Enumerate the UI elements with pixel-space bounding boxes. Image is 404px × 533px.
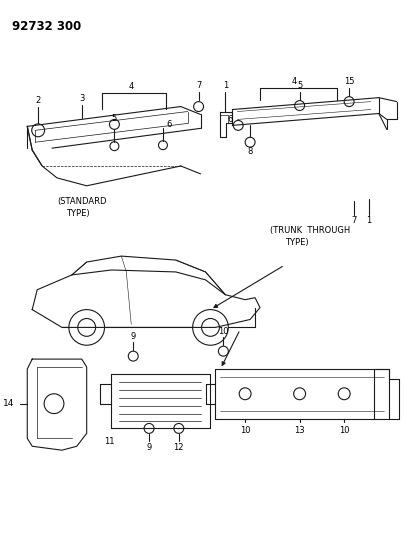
Text: 3: 3 — [79, 94, 84, 103]
Text: 7: 7 — [196, 81, 201, 90]
Text: 6: 6 — [166, 120, 172, 129]
Text: 10: 10 — [240, 426, 250, 435]
Text: 92732 300: 92732 300 — [13, 20, 82, 34]
Text: 5: 5 — [297, 81, 302, 90]
Text: 5: 5 — [112, 114, 117, 123]
Text: 4: 4 — [292, 77, 297, 86]
Text: 13: 13 — [294, 426, 305, 435]
Text: 12: 12 — [174, 443, 184, 452]
Text: 8: 8 — [247, 147, 253, 156]
Text: 10: 10 — [339, 426, 349, 435]
Text: 6: 6 — [227, 115, 233, 124]
Text: 7: 7 — [351, 216, 357, 225]
Text: 15: 15 — [344, 77, 354, 86]
Text: TYPE): TYPE) — [66, 209, 90, 218]
Text: (STANDARD: (STANDARD — [57, 197, 107, 206]
Text: TYPE): TYPE) — [285, 238, 308, 247]
Text: 11: 11 — [104, 437, 115, 446]
Text: 1: 1 — [366, 216, 372, 225]
Text: 9: 9 — [130, 332, 136, 341]
Text: 9: 9 — [147, 443, 152, 452]
Text: 1: 1 — [223, 81, 228, 90]
Text: 2: 2 — [36, 96, 41, 105]
Text: 4: 4 — [128, 82, 134, 91]
Text: 14: 14 — [3, 399, 15, 408]
Text: 10: 10 — [218, 327, 229, 336]
Text: (TRUNK  THROUGH: (TRUNK THROUGH — [270, 226, 350, 235]
